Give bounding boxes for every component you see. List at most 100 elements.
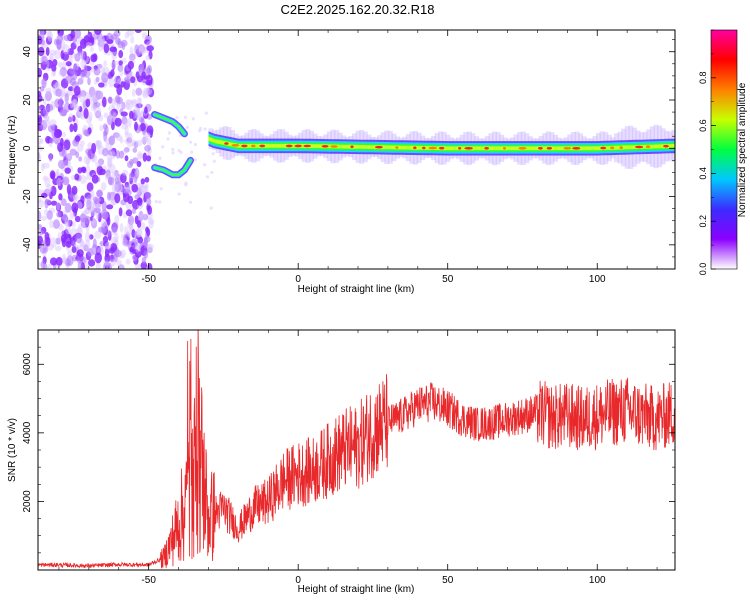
noise-blob	[142, 87, 150, 97]
noise-blob	[106, 114, 114, 126]
noise-blob	[72, 240, 76, 248]
noise-blob	[79, 38, 87, 49]
noise-blob	[76, 144, 84, 152]
noise-blob	[145, 54, 151, 61]
noise-blob	[193, 158, 197, 162]
noise-blob	[139, 184, 145, 193]
noise-blob	[65, 153, 73, 159]
noise-blob	[143, 183, 149, 189]
noise-blob	[115, 150, 121, 159]
noise-blob	[132, 147, 138, 153]
noise-blob	[107, 176, 115, 186]
noise-blob	[145, 132, 151, 138]
noise-blob	[204, 111, 208, 115]
noise-blob	[46, 184, 53, 193]
ridge-peak	[321, 145, 329, 148]
noise-blob	[64, 92, 69, 103]
noise-blob	[100, 220, 106, 228]
noise-blob	[59, 109, 67, 117]
noise-blob	[56, 175, 63, 181]
noise-blob	[77, 77, 84, 85]
noise-blob	[125, 99, 133, 105]
y-tick-label: 20	[22, 94, 33, 106]
noise-blob	[40, 260, 46, 269]
noise-blob	[135, 140, 143, 146]
noise-blob	[147, 87, 155, 98]
noise-blob	[140, 178, 145, 185]
noise-blob	[56, 201, 61, 211]
noise-blob	[93, 196, 99, 204]
noise-blob	[85, 165, 91, 176]
noise-blob	[86, 174, 92, 181]
noise-blob	[175, 116, 179, 120]
noise-blob	[136, 220, 142, 228]
x-tick-label: 100	[589, 274, 606, 285]
noise-blob	[198, 129, 202, 133]
ridge-peak	[330, 145, 338, 148]
noise-blob	[107, 71, 114, 80]
noise-blob	[159, 187, 163, 191]
ridge-peak	[251, 144, 256, 148]
colorbar-axis: 0.0 0.2 0.4 0.6 0.8	[698, 29, 716, 275]
noise-blob	[49, 119, 57, 127]
noise-blob	[71, 115, 76, 122]
noise-blob	[52, 59, 58, 67]
noise-blob	[85, 148, 93, 156]
noise-blob	[98, 196, 105, 205]
noise-blob	[90, 151, 96, 162]
noise-blob	[145, 226, 150, 234]
noise-blob	[44, 115, 49, 122]
noise-blob	[139, 213, 147, 219]
noise-blob	[86, 200, 92, 210]
noise-blob	[64, 202, 72, 213]
noise-blob	[44, 176, 51, 188]
noise-blob	[134, 30, 142, 34]
noise-blob	[50, 237, 57, 248]
noise-blob	[111, 199, 116, 206]
noise-blob	[95, 76, 100, 83]
noise-blob	[44, 199, 52, 205]
ridge-branch-peak	[153, 159, 192, 176]
y-tick-label: 6000	[22, 353, 33, 376]
noise-blob	[65, 75, 73, 84]
noise-blob	[144, 184, 149, 194]
noise-blob	[50, 124, 58, 131]
noise-blob	[135, 103, 143, 109]
noise-blob	[120, 249, 127, 259]
noise-blob	[136, 160, 142, 168]
noise-blob	[128, 224, 134, 232]
noise-blob	[83, 64, 88, 75]
noise-blob	[84, 231, 91, 243]
chart-title: C2E2.2025.162.20.32.R18	[280, 2, 435, 17]
noise-blob	[78, 156, 83, 162]
noise-blob	[111, 59, 116, 71]
noise-blob	[189, 140, 193, 144]
noise-blob	[116, 259, 122, 267]
noise-blob	[102, 96, 107, 108]
noise-blob	[57, 159, 66, 169]
noise-blob	[105, 259, 110, 269]
spectrogram-axes: -50 0 50 100 -40 -20 0 20 40	[22, 30, 675, 285]
noise-blob	[112, 112, 117, 119]
noise-blob	[110, 236, 119, 245]
noise-blob	[67, 249, 73, 257]
noise-blob	[177, 149, 181, 153]
noise-blob	[61, 210, 68, 221]
noise-blob	[52, 84, 57, 94]
noise-blob	[70, 42, 77, 50]
noise-blob	[83, 244, 89, 252]
noise-blob	[88, 111, 93, 122]
y-tick-label: -40	[22, 237, 33, 252]
noise-blob	[50, 200, 58, 206]
noise-blob	[88, 86, 96, 98]
noise-blob	[98, 44, 104, 52]
noise-blob	[116, 96, 123, 105]
noise-blob	[131, 88, 136, 97]
noise-blob	[107, 149, 116, 156]
snr-series-line	[38, 330, 675, 569]
noise-blob	[114, 232, 119, 243]
noise-blob	[88, 259, 96, 267]
noise-blob	[71, 81, 80, 87]
noise-blob	[40, 120, 48, 131]
noise-blob	[66, 153, 73, 162]
